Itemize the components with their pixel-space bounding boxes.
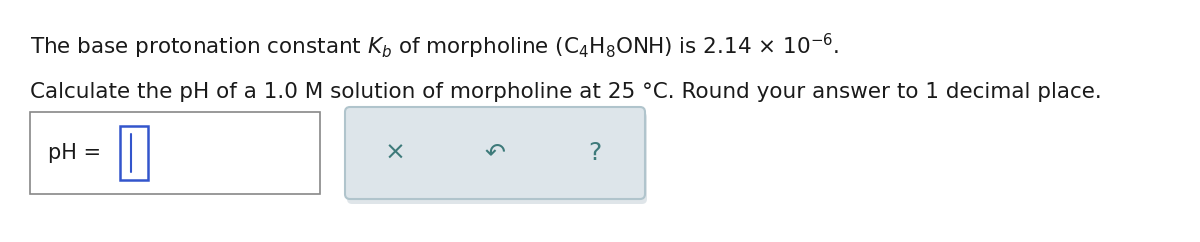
Text: ?: ? (588, 141, 601, 165)
FancyBboxPatch shape (30, 112, 320, 194)
Text: ×: × (384, 141, 406, 165)
FancyBboxPatch shape (346, 107, 646, 199)
Text: Calculate the pH of a 1.0 M solution of morpholine at 25 °C. Round your answer t: Calculate the pH of a 1.0 M solution of … (30, 82, 1102, 102)
Text: pH =: pH = (48, 143, 108, 163)
Text: ↶: ↶ (485, 141, 505, 165)
Text: The base protonation constant $K_b$ of morpholine (C$_4$H$_8$ONH) is 2.14 × 10$^: The base protonation constant $K_b$ of m… (30, 32, 839, 61)
FancyBboxPatch shape (347, 112, 647, 204)
FancyBboxPatch shape (120, 126, 148, 180)
